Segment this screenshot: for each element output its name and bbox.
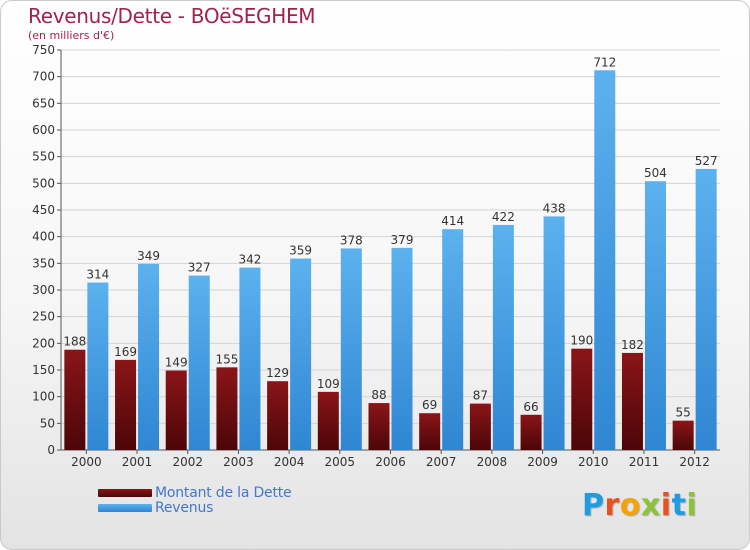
x-tick-label: 2002	[172, 455, 203, 469]
data-label-revenus: 712	[593, 55, 616, 69]
y-tick-label: 300	[32, 283, 55, 297]
bar-revenus[interactable]	[492, 224, 514, 450]
logo-letter: x	[640, 488, 661, 523]
proxiti-logo: Proxiti	[582, 488, 697, 523]
data-label-revenus: 359	[289, 244, 312, 258]
bar-revenus[interactable]	[340, 248, 362, 450]
x-tick-label: 2012	[679, 455, 710, 469]
bar-dette[interactable]	[115, 359, 137, 450]
data-label-dette: 169	[114, 345, 137, 359]
data-label-revenus: 342	[238, 253, 261, 267]
data-label-dette: 188	[63, 335, 86, 349]
logo-letter: o	[619, 488, 641, 523]
bar-revenus[interactable]	[695, 168, 717, 450]
bar-dette[interactable]	[571, 348, 593, 450]
y-tick-label: 350	[32, 256, 55, 270]
legend-label-dette: Montant de la Dette	[155, 485, 292, 501]
x-tick-label: 2011	[629, 455, 660, 469]
data-label-revenus: 349	[137, 249, 160, 263]
x-tick-label: 2004	[274, 455, 305, 469]
chart-title: Revenus/Dette - BOëSEGHEM	[28, 4, 316, 28]
data-label-revenus: 378	[340, 233, 363, 247]
legend-swatch-dette	[98, 489, 152, 497]
y-tick-label: 200	[32, 336, 55, 350]
bar-revenus[interactable]	[442, 229, 464, 450]
data-label-dette: 66	[523, 400, 538, 414]
data-label-dette: 69	[422, 398, 437, 412]
data-label-revenus: 314	[86, 268, 109, 282]
bar-dette[interactable]	[317, 391, 339, 450]
x-tick-label: 2000	[71, 455, 102, 469]
bar-revenus[interactable]	[594, 70, 616, 451]
bars	[64, 70, 717, 451]
y-tick-label: 150	[32, 363, 55, 377]
data-label-revenus: 422	[492, 210, 515, 224]
data-label-dette: 55	[676, 406, 691, 420]
data-label-dette: 190	[570, 334, 593, 348]
x-tick-label: 2006	[375, 455, 406, 469]
data-label-dette: 149	[165, 356, 188, 370]
legend-label-revenus: Revenus	[155, 500, 214, 516]
logo-letter: i	[686, 488, 698, 523]
data-label-dette: 87	[473, 389, 488, 403]
x-tick-label: 2001	[122, 455, 153, 469]
x-tick-label: 2009	[527, 455, 558, 469]
bar-value-labels: 188 314 169 349 149 327 155 342 129 359 109 378 88 37…	[63, 55, 717, 419]
y-tick-label: 500	[32, 176, 55, 190]
bar-dette[interactable]	[368, 403, 390, 450]
data-label-dette: 129	[266, 366, 289, 380]
y-tick-label: 450	[32, 203, 55, 217]
bar-revenus[interactable]	[87, 282, 109, 450]
y-tick-label: 550	[32, 150, 55, 164]
bar-dette[interactable]	[621, 352, 643, 450]
data-label-dette: 88	[371, 388, 386, 402]
data-label-revenus: 438	[543, 201, 566, 215]
data-label-dette: 155	[215, 352, 238, 366]
logo-letter: i	[660, 488, 672, 523]
y-tick-label: 600	[32, 123, 55, 137]
data-label-dette: 182	[621, 338, 644, 352]
bar-dette[interactable]	[672, 420, 694, 450]
legend-swatch-revenus	[98, 504, 152, 512]
y-tick-label: 750	[32, 43, 55, 57]
bar-revenus[interactable]	[138, 263, 160, 450]
y-tick-label: 650	[32, 96, 55, 110]
data-label-revenus: 504	[644, 166, 667, 180]
bar-revenus[interactable]	[239, 267, 261, 450]
bar-dette[interactable]	[267, 381, 289, 450]
data-label-revenus: 327	[188, 261, 211, 275]
chart-subtitle: (en milliers d'€)	[28, 29, 115, 42]
bar-dette[interactable]	[520, 414, 542, 450]
logo-letter: r	[604, 488, 620, 523]
bar-revenus[interactable]	[644, 181, 666, 450]
logo-letter: t	[671, 488, 687, 523]
y-tick-label: 400	[32, 230, 55, 244]
bar-revenus[interactable]	[290, 258, 312, 450]
x-tick-label: 2005	[325, 455, 356, 469]
data-label-revenus: 379	[391, 233, 414, 247]
bar-dette[interactable]	[469, 403, 491, 450]
y-tick-label: 250	[32, 310, 55, 324]
bar-revenus[interactable]	[391, 247, 413, 450]
data-label-dette: 109	[317, 377, 340, 391]
y-tick-label: 700	[32, 70, 55, 84]
y-tick-label: 100	[32, 390, 55, 404]
bar-revenus[interactable]	[543, 216, 565, 450]
y-tick-label: 0	[47, 443, 55, 457]
data-label-revenus: 527	[695, 154, 718, 168]
x-tick-label: 2003	[223, 455, 254, 469]
x-tick-label: 2008	[477, 455, 508, 469]
x-tick-label: 2007	[426, 455, 457, 469]
bar-revenus[interactable]	[188, 275, 210, 450]
logo-letter: P	[582, 488, 605, 523]
bar-dette[interactable]	[64, 349, 86, 450]
data-label-revenus: 414	[441, 214, 464, 228]
y-tick-label: 50	[40, 416, 55, 430]
bar-dette[interactable]	[165, 370, 187, 450]
x-tick-label: 2010	[578, 455, 609, 469]
bar-dette[interactable]	[216, 367, 238, 450]
bar-dette[interactable]	[419, 413, 441, 450]
